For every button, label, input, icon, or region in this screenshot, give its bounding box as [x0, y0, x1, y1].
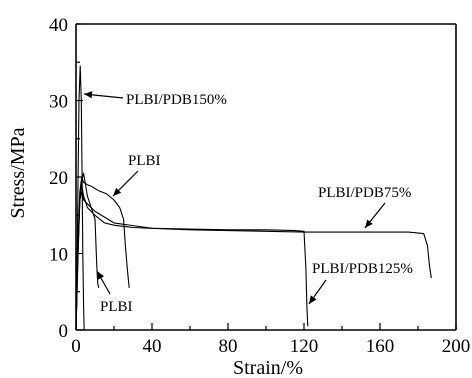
x-tick-label: 40 — [143, 336, 162, 357]
y-tick-label: 30 — [49, 92, 68, 113]
annotation-arrowhead — [84, 91, 93, 99]
y-tick-label: 20 — [49, 168, 68, 189]
annotation-label: PLBI/PDB150% — [126, 92, 227, 108]
x-tick-label: 120 — [290, 336, 319, 357]
annotation-arrowhead — [97, 271, 104, 280]
annotation-arrowhead — [309, 295, 317, 304]
series-curve-0 — [75, 65, 85, 331]
y-axis-label: Stress/MPa — [7, 127, 29, 218]
annotation-arrowhead — [365, 219, 373, 228]
axes-layer: 0 40 80 120 160 200 0 10 20 30 40 — [49, 15, 470, 357]
annotation-arrowhead — [113, 187, 122, 196]
series-curve-4 — [75, 191, 432, 331]
annotation-label: PLBI/PDB125% — [312, 261, 413, 277]
x-tick-label: 160 — [366, 336, 395, 357]
annotation-label: PLBI/PDB75% — [318, 185, 411, 201]
annotation-label: PLBI — [100, 299, 133, 315]
series-curve-2 — [75, 176, 130, 331]
annotation-layer: PLBI/PDB150% PLBI PLBI/PDB75% PLBI/PDB125% P… — [83, 91, 413, 315]
series-layer — [75, 65, 432, 331]
y-tick-label: 10 — [49, 245, 68, 266]
annotation-label: PLBI — [128, 153, 161, 169]
y-tick-label: 0 — [59, 321, 69, 342]
x-tick-label: 200 — [442, 336, 471, 357]
y-tick-label: 40 — [49, 15, 68, 36]
x-tick-label: 0 — [71, 336, 81, 357]
series-curve-3 — [75, 184, 309, 331]
x-axis-label: Strain/% — [233, 357, 303, 378]
x-tick-label: 80 — [219, 336, 238, 357]
